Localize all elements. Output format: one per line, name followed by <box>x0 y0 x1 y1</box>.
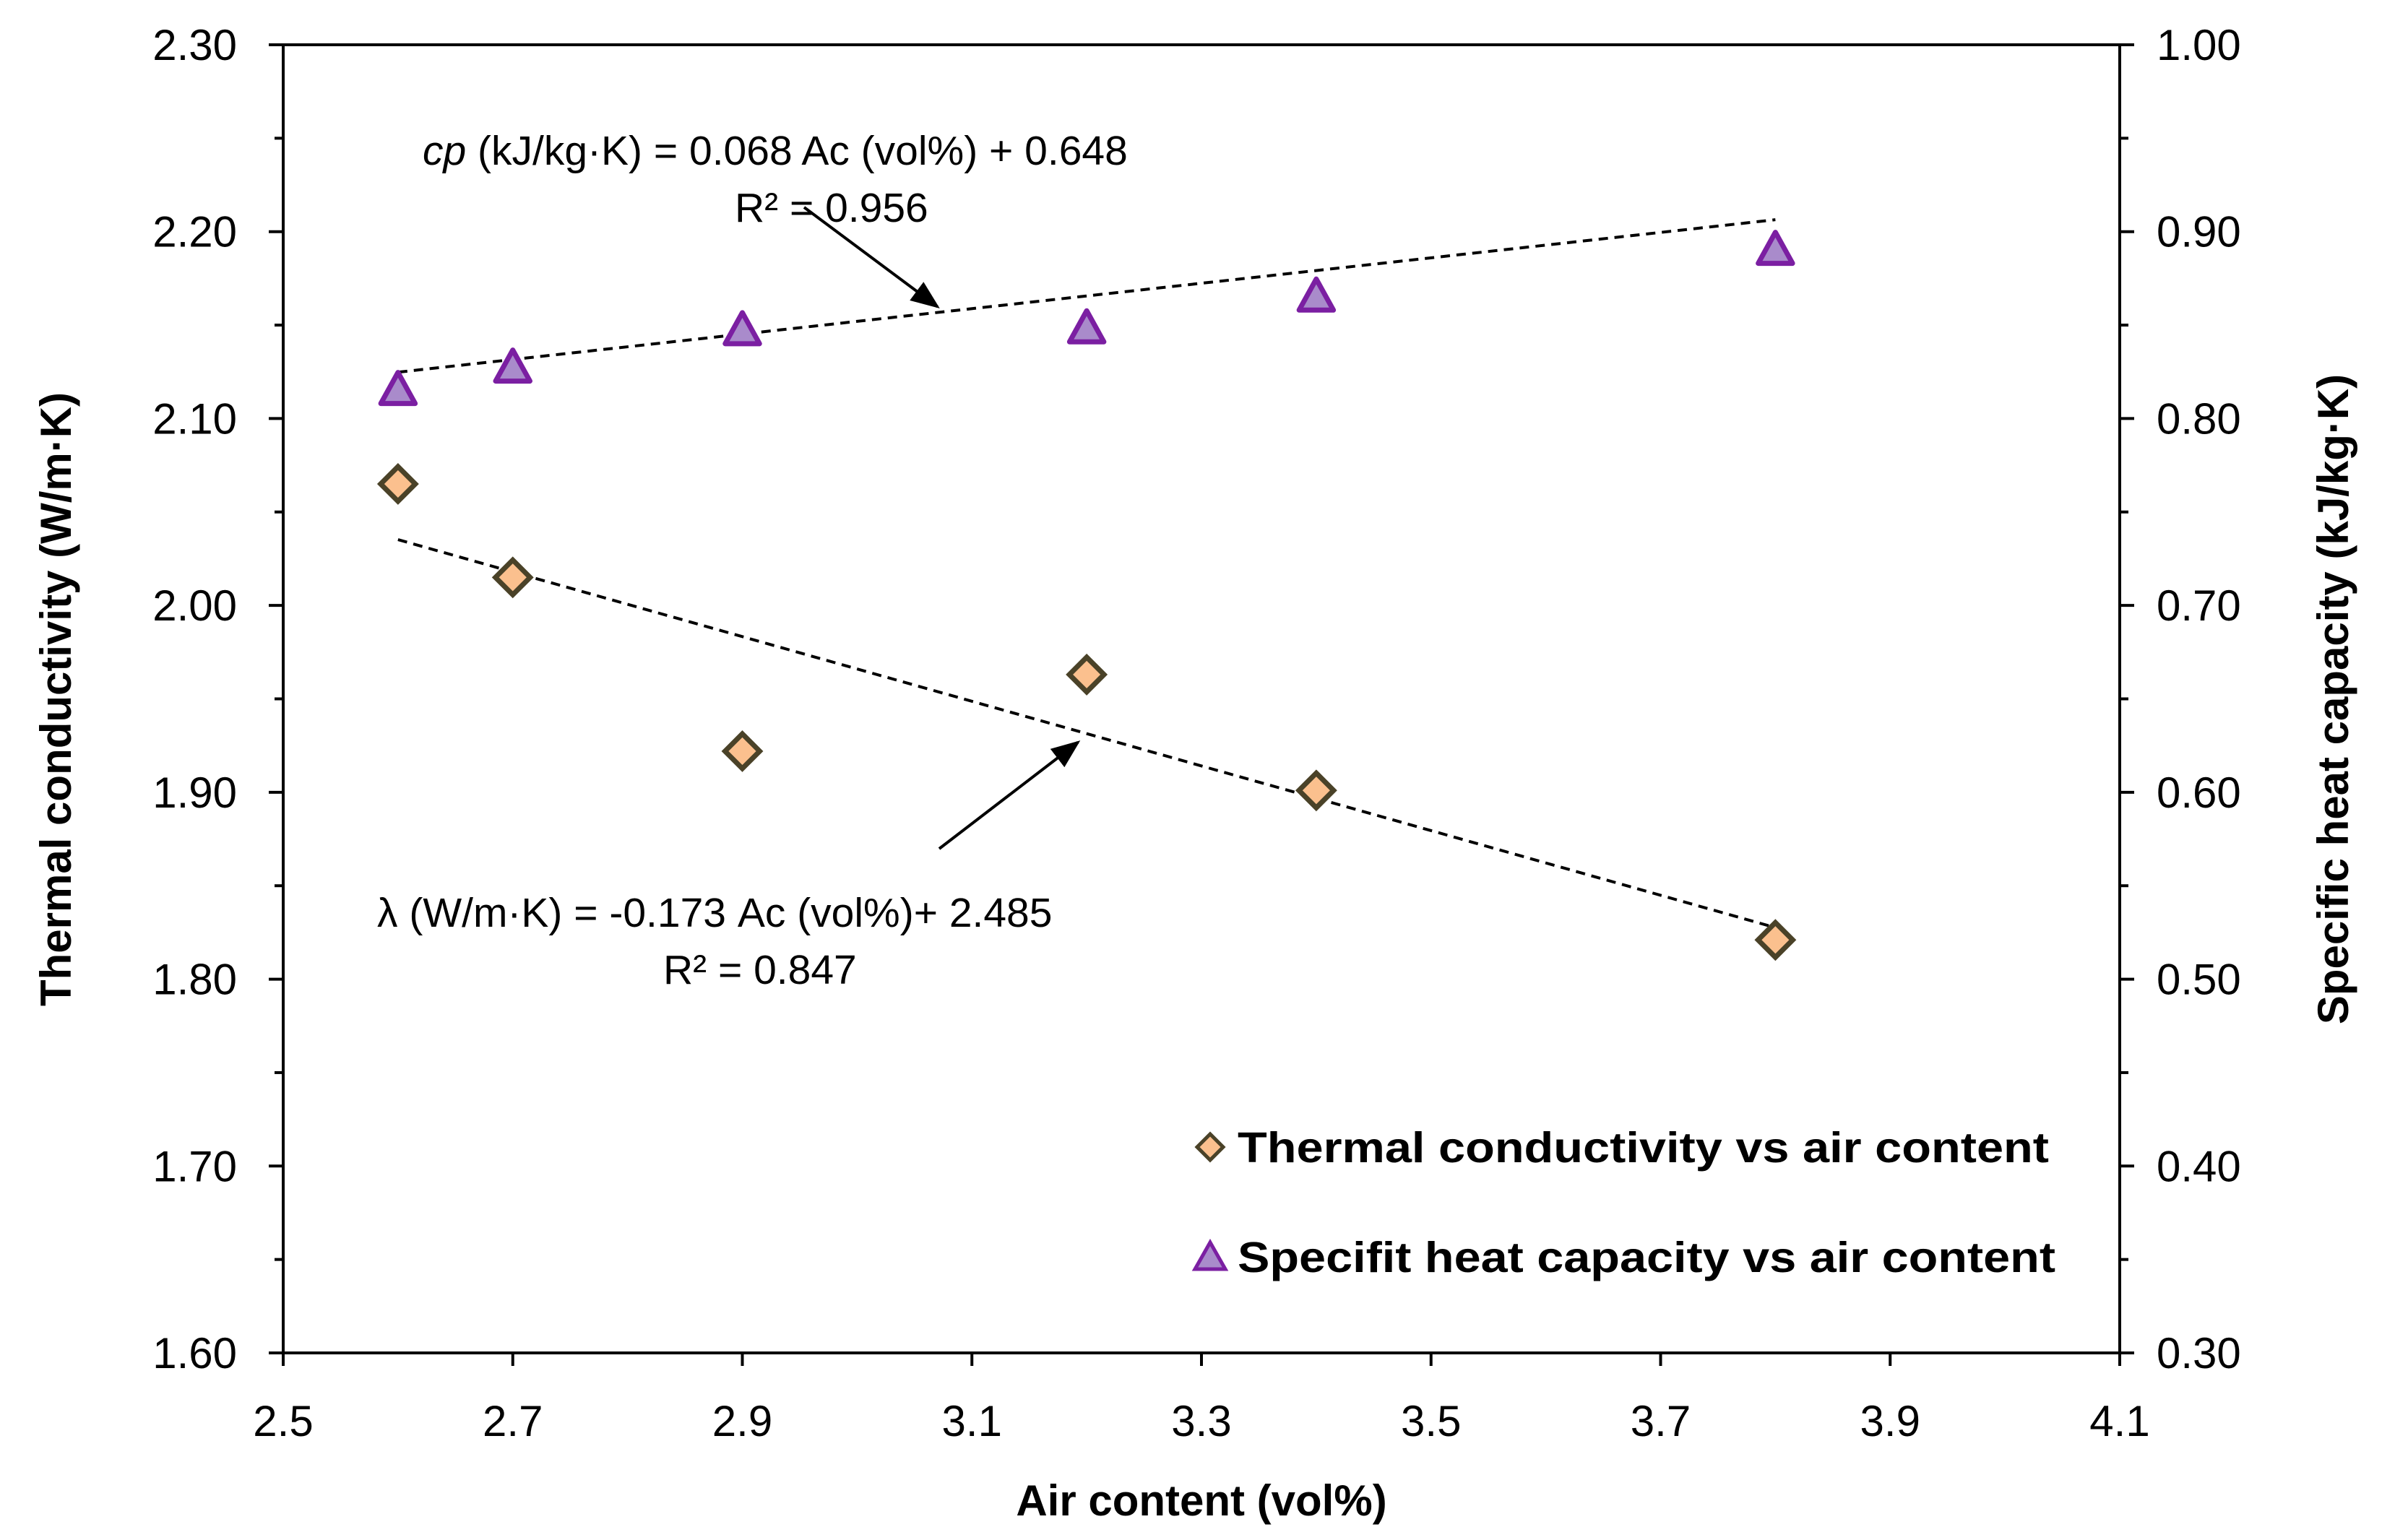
specific-heat-point <box>1066 308 1107 345</box>
data-points <box>376 230 1797 961</box>
right-y-tick-label: 0.70 <box>2157 581 2241 630</box>
legend: Thermal conductivity vs air content Spec… <box>1191 1124 2055 1281</box>
x-tick-label: 3.9 <box>1860 1397 1920 1445</box>
thermal-conductivity-point <box>1295 769 1337 812</box>
right-y-tick-label: 0.30 <box>2157 1329 2241 1377</box>
left-y-tick-label: 1.60 <box>152 1329 237 1377</box>
thermal-conductivity-point <box>721 730 764 772</box>
x-tick-label: 2.5 <box>253 1397 313 1445</box>
x-tick-label: 4.1 <box>2089 1397 2149 1445</box>
right-y-tick-label: 1.00 <box>2157 21 2241 69</box>
left-y-tick-label: 2.10 <box>152 394 237 443</box>
thermal-conductivity-point <box>491 556 534 599</box>
thermal-conductivity-point <box>1754 919 1797 961</box>
thermal-conductivity-point <box>376 463 419 505</box>
right-y-tick-label: 0.50 <box>2157 956 2241 1004</box>
axis-ticks <box>269 43 2134 1366</box>
x-tick-label: 3.5 <box>1401 1397 1461 1445</box>
x-axis-title: Air content (vol%) <box>1016 1476 1386 1525</box>
right-y-tick-label: 0.80 <box>2157 394 2241 443</box>
left-y-tick-label: 1.70 <box>152 1142 237 1190</box>
right-y-tick-label: 0.60 <box>2157 769 2241 817</box>
specific-heat-point <box>722 310 762 347</box>
right-y-tick-label: 0.90 <box>2157 208 2241 256</box>
legend-label-thermal-conductivity: Thermal conductivity vs air content <box>1238 1124 2049 1172</box>
annotation-arrows <box>803 206 1081 850</box>
left-y-tick-label: 2.30 <box>152 21 237 69</box>
cp-equation-rest: (kJ/kg·K) = 0.068 Ac (vol%) + 0.648 <box>466 128 1128 174</box>
specific-heat-point <box>493 347 532 384</box>
specific-heat-point <box>1756 230 1795 267</box>
left-y-tick-label: 2.00 <box>152 581 237 630</box>
x-tick-label: 2.7 <box>483 1397 543 1445</box>
legend-label-specific-heat: Specifit heat capacity vs air content <box>1238 1234 2055 1281</box>
legend-diamond-icon <box>1194 1131 1226 1163</box>
lambda-equation: λ (W/m·K) = -0.173 Ac (vol%)+ 2.485 <box>377 890 1052 936</box>
specific-heat-point <box>378 370 418 407</box>
x-tick-label: 3.3 <box>1171 1397 1231 1445</box>
x-tick-label: 3.1 <box>942 1397 1002 1445</box>
cp-equation: cp (kJ/kg·K) = 0.068 Ac (vol%) + 0.648 <box>423 128 1128 174</box>
lambda-arrow <box>938 740 1081 850</box>
thermal-conductivity-point <box>1066 653 1108 696</box>
right-y-tick-label: 0.40 <box>2157 1142 2241 1190</box>
left-y-tick-label: 2.20 <box>152 208 237 256</box>
trendlines <box>397 218 1776 930</box>
specific-heat-point <box>1296 276 1337 313</box>
left-axis-title: Thermal conductivity (W/m·K) <box>32 392 80 1006</box>
cp-equation-variable: cp <box>423 128 466 174</box>
specific-heat-trendline <box>397 218 1776 374</box>
cp-arrow <box>803 206 940 308</box>
left-y-tick-label: 1.90 <box>152 769 237 817</box>
cp-r2: R² = 0.956 <box>735 185 928 231</box>
x-tick-label: 3.7 <box>1631 1397 1691 1445</box>
left-y-tick-label: 1.80 <box>152 956 237 1004</box>
x-tick-label: 2.9 <box>712 1397 772 1445</box>
right-axis-title: Specific heat capacity (kJ/kg·K) <box>2309 374 2357 1024</box>
thermal-conductivity-trendline <box>397 538 1776 930</box>
lambda-r2: R² = 0.847 <box>663 947 857 993</box>
legend-triangle-icon <box>1191 1238 1229 1271</box>
tick-labels: 2.5 2.7 2.9 3.1 3.3 3.5 3.7 3.9 4.1 1.60 1.70 1.80 1… <box>152 21 2241 1445</box>
